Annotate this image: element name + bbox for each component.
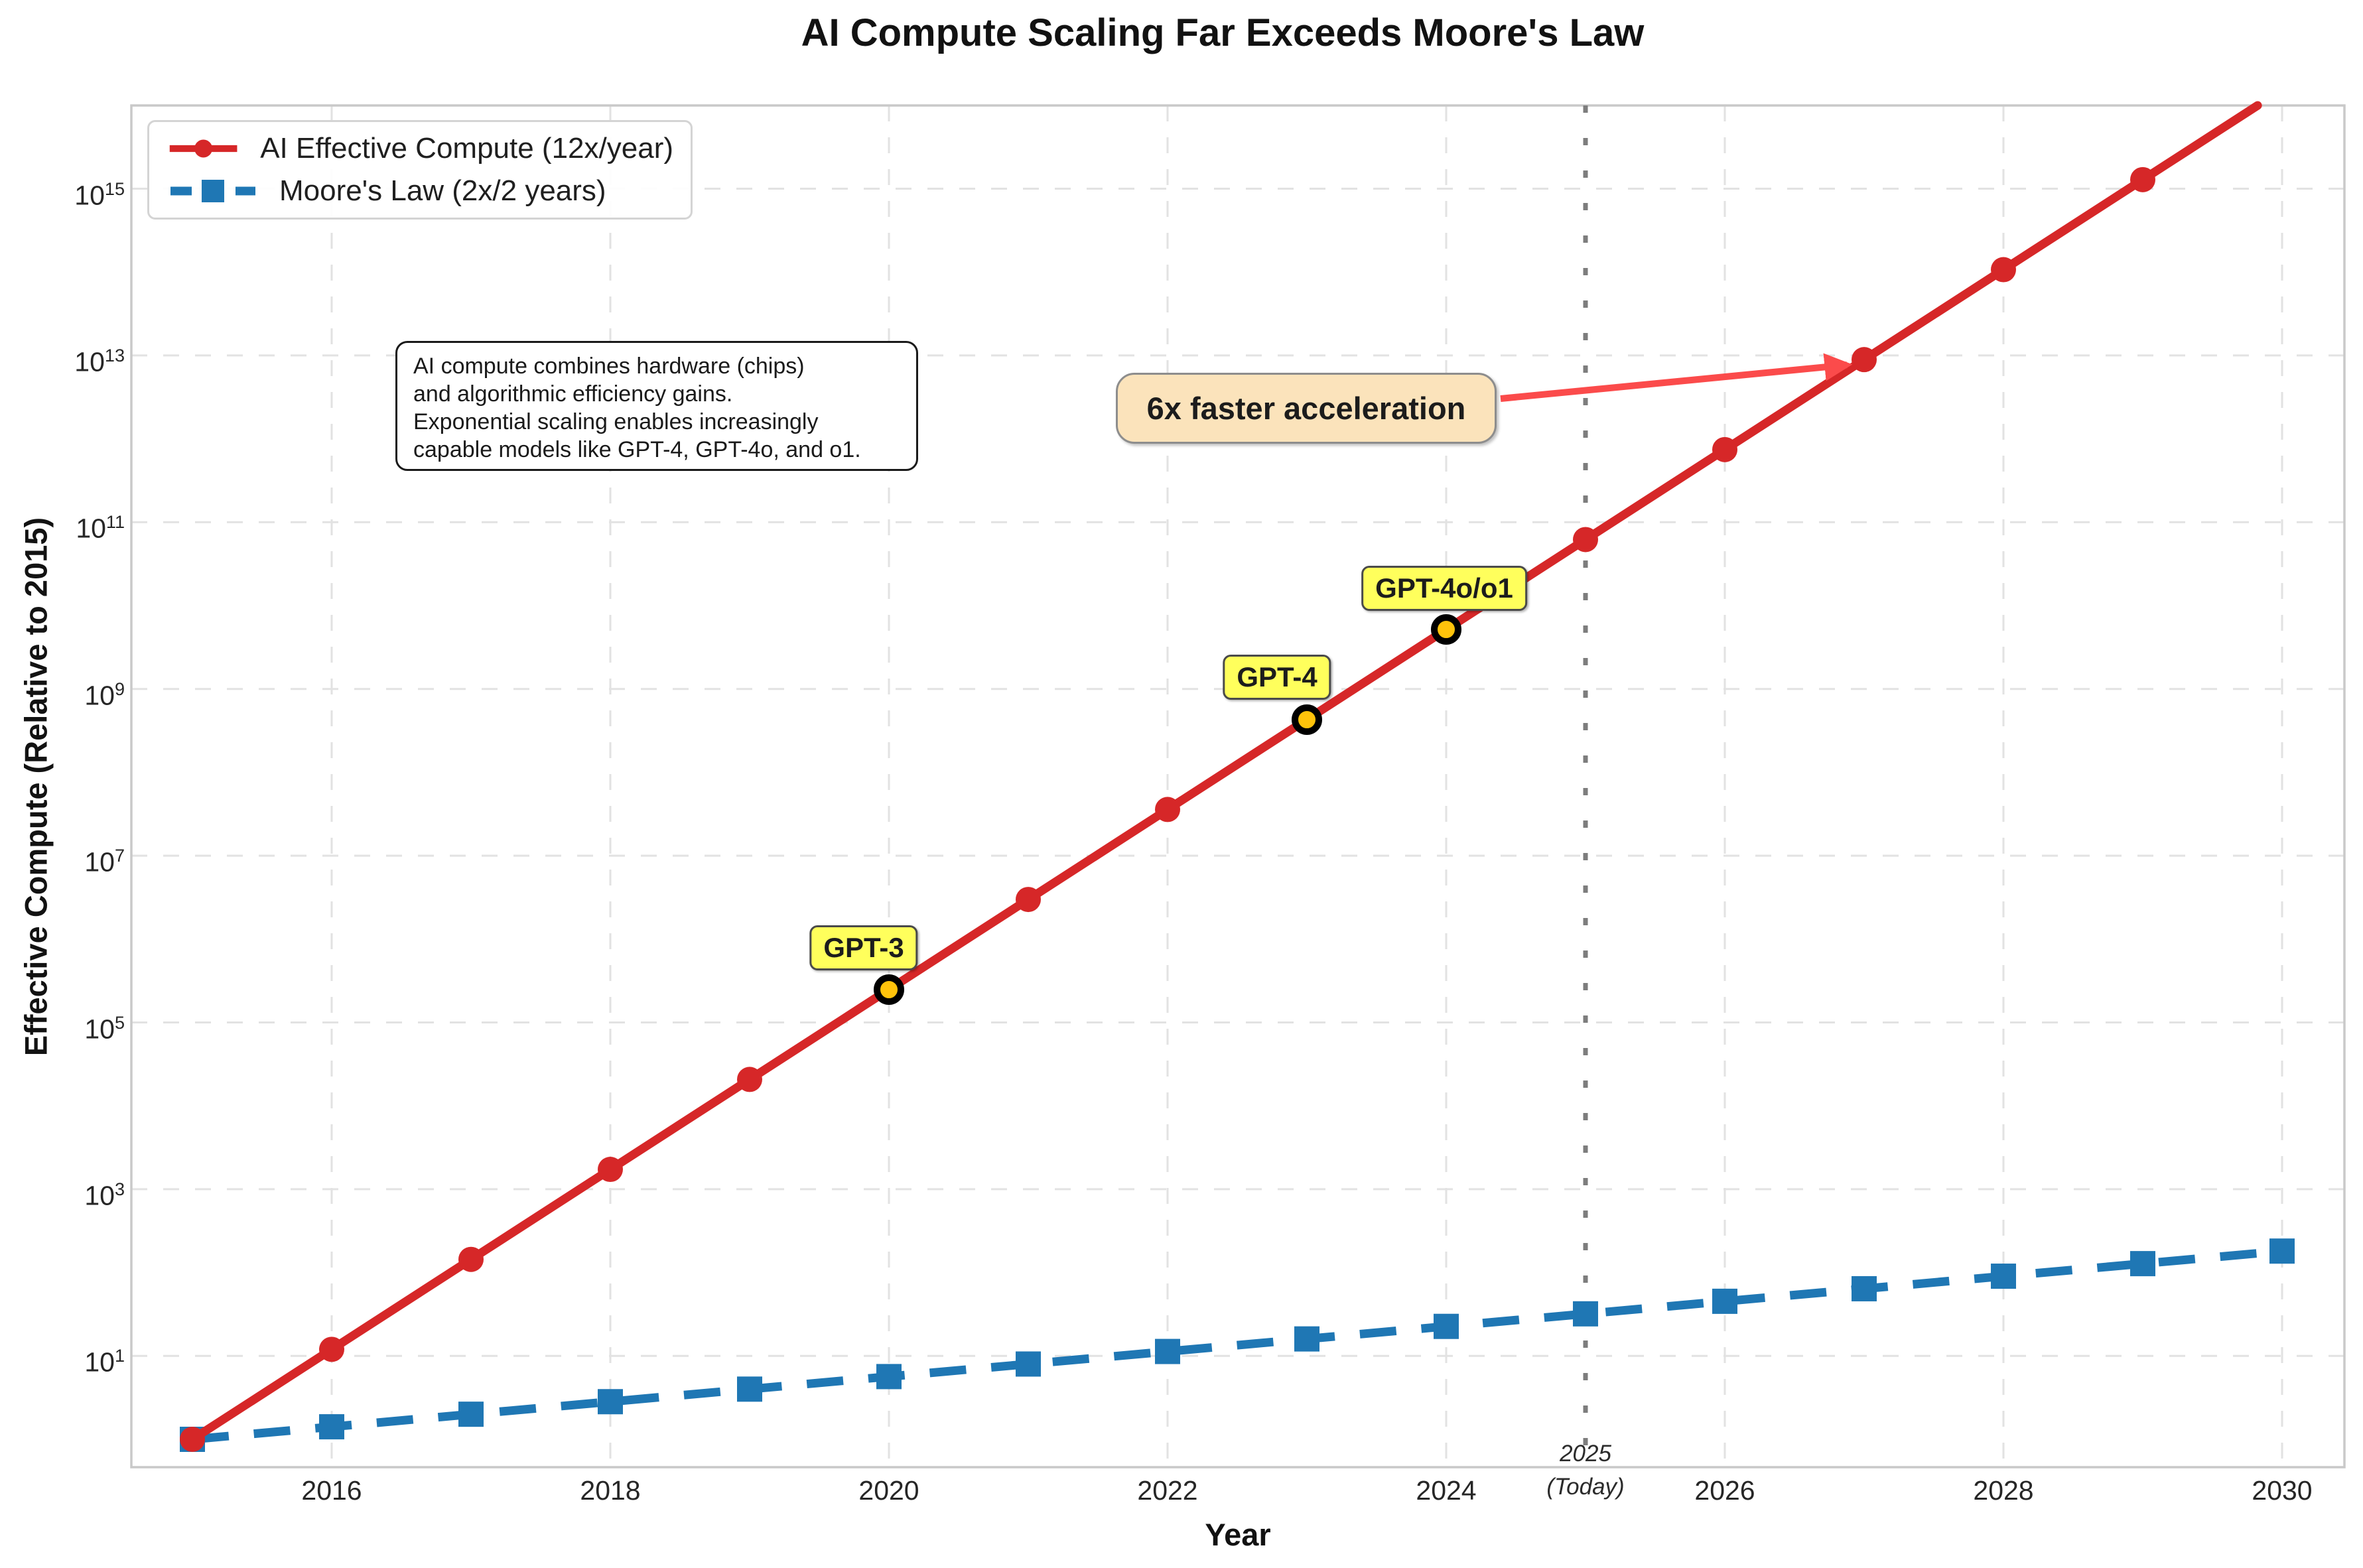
ai-compute-point xyxy=(1155,797,1180,822)
model-marker-icon xyxy=(874,974,904,1005)
moores-law-point xyxy=(1852,1275,1877,1301)
today-line-today-label: (Today) xyxy=(1546,1474,1625,1500)
legend-label-ai-compute: AI Effective Compute (12x/year) xyxy=(260,132,673,164)
ai-compute-point xyxy=(1991,257,2016,283)
x-tick-label: 2020 xyxy=(858,1475,919,1506)
model-marker-icon xyxy=(1292,704,1322,735)
ai-compute-point xyxy=(1712,436,1737,462)
moores-law-point xyxy=(1573,1301,1598,1327)
x-axis-label: Year xyxy=(1205,1517,1271,1552)
y-tick-label: 101 xyxy=(84,1346,125,1378)
moores-law-point xyxy=(737,1376,762,1402)
moores-law-point xyxy=(1155,1339,1180,1364)
moores-law-point xyxy=(458,1402,484,1427)
x-tick-label: 2028 xyxy=(1973,1475,2034,1506)
legend-item-moores-law: Moore's Law (2x/2 years) xyxy=(167,174,673,208)
y-tick-label: 107 xyxy=(84,846,125,878)
x-tick-label: 2024 xyxy=(1416,1475,1477,1506)
y-tick-label: 105 xyxy=(84,1012,125,1045)
x-tick-label: 2026 xyxy=(1694,1475,1755,1506)
explanation-note-box: AI compute combines hardware (chips) and… xyxy=(395,341,918,471)
note-line: Exponential scaling enables increasingly xyxy=(413,409,819,434)
moores-law-point xyxy=(1016,1351,1041,1377)
moores-law-point xyxy=(2130,1251,2155,1277)
y-tick-label: 103 xyxy=(84,1179,125,1211)
y-tick-label: 1015 xyxy=(74,178,125,211)
chart-title: AI Compute Scaling Far Exceeds Moore's L… xyxy=(801,11,1645,54)
moores-law-point xyxy=(1434,1313,1459,1339)
legend-item-ai-compute: AI Effective Compute (12x/year) xyxy=(167,132,673,165)
ai-compute-point xyxy=(1852,347,1877,373)
y-tick-label: 109 xyxy=(84,679,125,711)
ai-compute-point xyxy=(737,1067,762,1092)
red-line-circle-icon xyxy=(169,139,237,158)
moores-law-point xyxy=(1991,1264,2016,1289)
y-tick-label: 1011 xyxy=(76,512,125,544)
acceleration-callout: 6x faster acceleration xyxy=(1116,373,1497,444)
ai-compute-point xyxy=(180,1427,205,1452)
moores-law-line xyxy=(192,1246,2283,1444)
y-axis-label: Effective Compute (Relative to 2015) xyxy=(18,517,54,1057)
moores-law-point xyxy=(2269,1238,2295,1264)
blue-dashed-square-icon xyxy=(170,180,255,202)
moores-law-point xyxy=(1294,1326,1319,1352)
ai-compute-point xyxy=(598,1157,623,1183)
note-line: capable models like GPT-4, GPT-4o, and o… xyxy=(413,437,861,462)
moores-law-point xyxy=(319,1414,344,1440)
ai-compute-point xyxy=(458,1246,484,1272)
ai-compute-line xyxy=(188,101,2262,1444)
note-line: AI compute combines hardware (chips) xyxy=(413,354,805,379)
today-line-year-label: 2025 xyxy=(1560,1441,1611,1467)
moores-law-point xyxy=(876,1364,902,1390)
model-label-gpt-4: GPT-4 xyxy=(1223,654,1331,700)
legend-label-moores-law: Moore's Law (2x/2 years) xyxy=(279,174,606,207)
legend: AI Effective Compute (12x/year) Moore's … xyxy=(147,120,693,220)
plot-border xyxy=(130,104,2346,1469)
ai-compute-point xyxy=(1573,527,1598,553)
moores-law-point xyxy=(598,1389,623,1415)
ai-compute-point xyxy=(2130,166,2155,192)
model-marker-icon xyxy=(1431,614,1461,645)
ai-compute-point xyxy=(1016,887,1041,913)
x-tick-label: 2016 xyxy=(301,1475,362,1506)
moores-law-point xyxy=(1712,1288,1737,1314)
x-tick-label: 2018 xyxy=(580,1475,641,1506)
x-tick-label: 2030 xyxy=(2252,1475,2313,1506)
model-label-gpt-4o-o1: GPT-4o/o1 xyxy=(1361,566,1527,612)
ai-compute-point xyxy=(319,1337,344,1362)
y-tick-label: 1013 xyxy=(74,345,125,377)
acceleration-arrow xyxy=(1500,353,1853,402)
note-line: and algorithmic efficiency gains. xyxy=(413,381,733,407)
x-tick-label: 2022 xyxy=(1137,1475,1198,1506)
model-label-gpt-3: GPT-3 xyxy=(809,925,918,970)
